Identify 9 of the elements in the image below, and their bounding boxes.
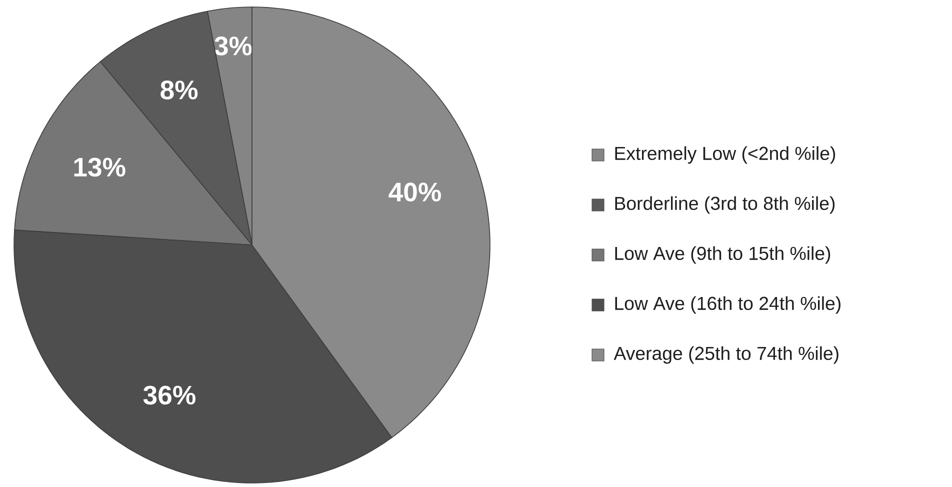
legend-label: Average (25th to 74th %ile) [614,346,838,364]
data-label: 36% [143,386,196,405]
data-label: 40% [388,182,441,202]
legend-label: Low Ave (16th to 24th %ile) [615,296,840,314]
legend-label: Borderline (3rd to 8th %ile) [615,196,835,214]
legend-label: Extremely Low (<2nd %ile) [615,146,836,164]
legend-label: Low Ave (9th to 15th %ile) [615,246,830,264]
data-label: 8% [160,80,198,100]
data-label: 13% [74,158,126,177]
